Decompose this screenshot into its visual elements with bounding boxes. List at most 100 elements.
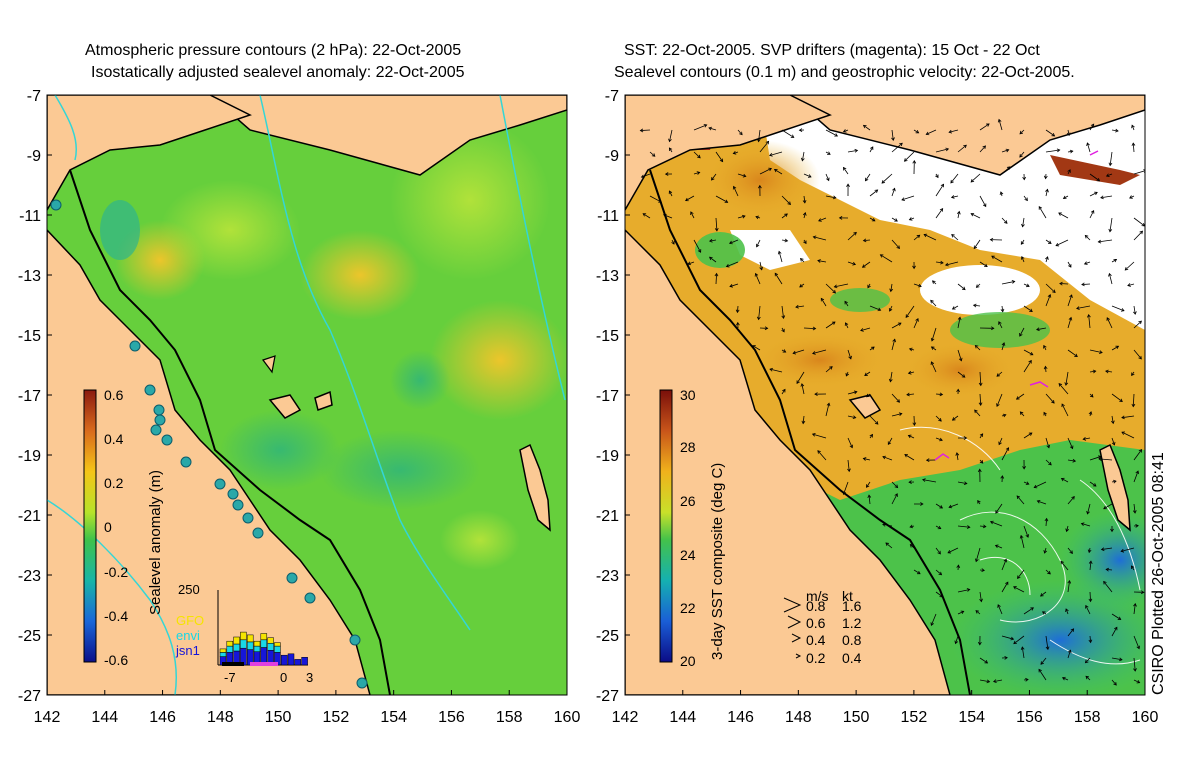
lon-tick-label: 146 bbox=[149, 709, 176, 726]
velocity-arrow-head bbox=[1097, 239, 1102, 244]
velocity-arrow bbox=[1067, 317, 1072, 329]
velocity-arrow-head bbox=[947, 550, 952, 554]
velocity-arrow bbox=[935, 208, 943, 219]
velocity-arrow bbox=[974, 409, 981, 417]
velocity-arrow bbox=[957, 525, 970, 528]
velocity-arrow-head bbox=[990, 326, 995, 331]
velocity-arrow bbox=[825, 321, 836, 329]
velocity-arrow-head bbox=[978, 402, 983, 406]
velocity-arrow-head bbox=[1056, 148, 1061, 153]
velocity-arrow bbox=[909, 217, 915, 221]
velocity-arrow bbox=[1131, 565, 1135, 571]
velocity-arrow bbox=[1132, 393, 1135, 407]
velocity-arrow bbox=[1023, 283, 1030, 287]
velocity-arrow-head bbox=[956, 388, 960, 393]
velocity-arrow-head bbox=[912, 265, 916, 270]
lon-tick-label: 160 bbox=[554, 709, 581, 726]
velocity-arrow-head bbox=[922, 478, 926, 482]
velocity-arrow bbox=[778, 251, 783, 263]
left-cbar-tick-0: 0.6 bbox=[104, 387, 124, 403]
velocity-arrow-head bbox=[891, 137, 895, 141]
velocity-arrow bbox=[715, 217, 718, 231]
velocity-arrow-head bbox=[906, 392, 910, 397]
velocity-arrow-head bbox=[912, 159, 917, 164]
velocity-arrow-head bbox=[963, 481, 968, 486]
velocity-arrow-head bbox=[1024, 197, 1028, 202]
velocity-arrow bbox=[913, 283, 922, 287]
velocity-arrow bbox=[825, 366, 833, 373]
velocity-arrow bbox=[1133, 217, 1145, 227]
velocity-arrow-head bbox=[974, 558, 979, 563]
velocity-arrow bbox=[1045, 437, 1050, 448]
velocity-arrow-head bbox=[977, 641, 982, 646]
velocity-arrow-head bbox=[1121, 415, 1125, 420]
lon-tick-label: 154 bbox=[958, 709, 985, 726]
velocity-arrow bbox=[1019, 151, 1025, 158]
velocity-arrow bbox=[1089, 191, 1098, 197]
velocity-arrow bbox=[769, 151, 783, 156]
velocity-arrow bbox=[1037, 500, 1047, 505]
velocity-arrow-head bbox=[1029, 351, 1034, 356]
velocity-arrow-head bbox=[1046, 444, 1051, 449]
velocity-arrow bbox=[891, 339, 896, 351]
velocity-arrow-head bbox=[1061, 676, 1066, 681]
inset-xtick-2: 3 bbox=[306, 670, 313, 685]
inset-bar-gfo bbox=[226, 640, 234, 647]
velocity-arrow-head bbox=[940, 260, 944, 265]
velocity-arrow-head bbox=[1059, 281, 1063, 286]
velocity-arrow-head bbox=[1111, 441, 1116, 446]
velocity-arrow-head bbox=[708, 238, 713, 243]
velocity-arrow-head bbox=[1108, 162, 1113, 167]
velocity-arrow-head bbox=[642, 213, 647, 217]
velocity-arrow-head bbox=[1043, 175, 1048, 180]
velocity-arrow-head bbox=[1002, 413, 1007, 418]
velocity-arrow bbox=[663, 214, 673, 219]
velocity-arrow bbox=[910, 544, 915, 549]
velocity-arrow-head bbox=[792, 350, 797, 355]
velocity-arrow-head bbox=[1092, 369, 1097, 374]
velocity-arrow bbox=[1133, 635, 1140, 649]
lon-tick-label: 160 bbox=[1132, 709, 1159, 726]
velocity-arrow bbox=[908, 435, 915, 439]
left-title-line2: Isostatically adjusted sealevel anomaly:… bbox=[91, 64, 465, 81]
velocity-arrow bbox=[1045, 294, 1051, 307]
velocity-arrow-head bbox=[986, 123, 990, 127]
velocity-arrow bbox=[1045, 518, 1048, 527]
lon-tick-label: 156 bbox=[1016, 709, 1043, 726]
velocity-arrow-head bbox=[768, 167, 772, 172]
velocity-arrow-head bbox=[869, 433, 874, 438]
velocity-arrow bbox=[904, 454, 915, 461]
velocity-arrow bbox=[1121, 547, 1135, 552]
velocity-arrow bbox=[1059, 283, 1069, 285]
velocity-arrow bbox=[947, 547, 959, 554]
velocity-arrow bbox=[863, 239, 871, 242]
velocity-arrow-head bbox=[1067, 649, 1072, 654]
velocity-arrow bbox=[973, 304, 981, 307]
velocity-arrow bbox=[1067, 547, 1073, 554]
velocity-arrow bbox=[957, 211, 960, 219]
velocity-arrow-head bbox=[1108, 228, 1113, 233]
velocity-arrow bbox=[975, 547, 981, 562]
velocity-arrow bbox=[905, 305, 915, 318]
velocity-arrow bbox=[1045, 149, 1060, 153]
velocity-arrow bbox=[1084, 261, 1091, 265]
velocity-arrow-head bbox=[860, 328, 864, 332]
velocity-arrow bbox=[729, 239, 739, 244]
velocity-arrow-head bbox=[1026, 283, 1030, 288]
velocity-arrow-head bbox=[1100, 195, 1104, 200]
velocity-arrow bbox=[955, 635, 959, 644]
velocity-arrow bbox=[869, 146, 874, 153]
velocity-arrow-head bbox=[989, 237, 994, 242]
velocity-arrow-head bbox=[1082, 436, 1087, 441]
lat-tick-label: -15 bbox=[18, 328, 41, 345]
velocity-arrow bbox=[769, 368, 783, 373]
velocity-arrow bbox=[882, 524, 893, 527]
velocity-arrow bbox=[669, 190, 673, 197]
velocity-arrow-head bbox=[1013, 586, 1017, 590]
velocity-arrow bbox=[995, 545, 1003, 549]
velocity-arrow-head bbox=[812, 235, 817, 240]
velocity-arrow bbox=[1132, 143, 1135, 153]
velocity-arrow-head bbox=[803, 240, 807, 245]
velocity-arrow bbox=[812, 349, 827, 354]
velocity-arrow bbox=[649, 151, 656, 157]
